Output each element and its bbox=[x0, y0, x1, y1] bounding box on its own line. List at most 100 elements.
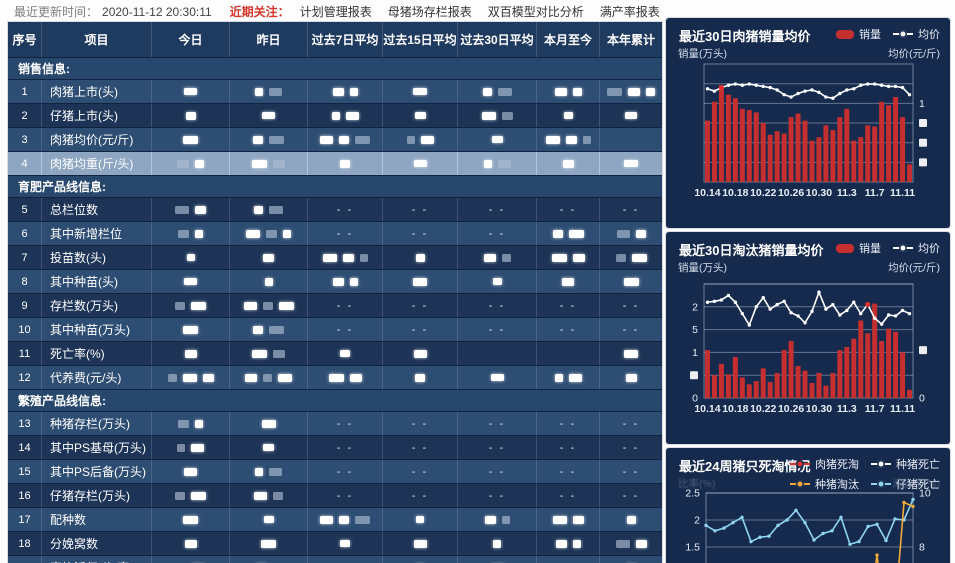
table-cell bbox=[600, 246, 662, 269]
row-index: 6 bbox=[8, 222, 42, 245]
table-cell bbox=[537, 270, 600, 293]
redacted-value bbox=[340, 159, 350, 168]
table-row[interactable]: 11 死亡率(%) bbox=[8, 342, 662, 366]
legend-item[interactable]: 仔猪死亡 bbox=[871, 476, 940, 492]
row-item-label: 种猪存栏(万头) bbox=[42, 412, 152, 435]
legend-item[interactable]: 均价 bbox=[893, 240, 940, 256]
table-row[interactable]: 3 肉猪均价(元/斤) bbox=[8, 128, 662, 152]
topbar-link[interactable]: 双百模型对比分析 bbox=[487, 5, 584, 19]
table-cell: - - bbox=[383, 198, 458, 221]
column-header: 本年累计 bbox=[606, 33, 655, 47]
table-cell: - - bbox=[308, 294, 383, 317]
no-data-dash: - - bbox=[336, 417, 354, 430]
table-cell: - - bbox=[537, 460, 600, 483]
table-cell bbox=[600, 508, 662, 531]
column-header: 过去7日平均 bbox=[308, 22, 383, 57]
table-row[interactable]: 13 种猪存栏(万头) - - - - - - - - - - bbox=[8, 412, 662, 436]
redacted-value bbox=[483, 253, 496, 262]
redacted-value bbox=[552, 515, 567, 524]
redacted-value bbox=[416, 516, 424, 523]
redacted-value bbox=[184, 467, 197, 476]
table-cell bbox=[230, 80, 308, 103]
redacted-value bbox=[183, 135, 198, 144]
table-row[interactable]: 2 仔猪上市(头) bbox=[8, 104, 662, 128]
legend-item[interactable]: 肉猪死淘 bbox=[790, 456, 859, 472]
table-cell bbox=[458, 532, 537, 555]
table-row[interactable]: 14 其中PS基母(万头) - - - - - - - - - - bbox=[8, 436, 662, 460]
table-row[interactable]: 10 其中种苗(万头) - - - - - - - - - - bbox=[8, 318, 662, 342]
redacted-value bbox=[178, 419, 189, 428]
table-cell bbox=[600, 556, 662, 563]
table-cell bbox=[308, 508, 383, 531]
no-data-dash: - - bbox=[336, 323, 354, 336]
table-row[interactable]: 9 存栏数(万头) - - - - - - - - - - bbox=[8, 294, 662, 318]
redacted-value bbox=[269, 467, 282, 476]
topbar-link[interactable]: 母猪场存栏报表 bbox=[387, 5, 472, 19]
svg-text:11.11: 11.11 bbox=[890, 403, 915, 415]
table-row[interactable]: 1 肉猪上市(头) bbox=[8, 80, 662, 104]
section-label: 销售信息: bbox=[18, 62, 70, 76]
table-row[interactable]: 5 总栏位数 - - - - - - - - - - bbox=[8, 198, 662, 222]
table-cell: - - bbox=[537, 198, 600, 221]
redacted-value bbox=[414, 112, 426, 119]
legend-item[interactable]: 种猪死亡 bbox=[871, 456, 940, 472]
svg-text:1: 1 bbox=[919, 98, 925, 110]
column-header: 昨日 bbox=[230, 22, 308, 57]
topbar-link[interactable]: 计划管理报表 bbox=[299, 5, 372, 19]
legend-label: 仔猪死亡 bbox=[896, 479, 940, 491]
table-row[interactable]: 12 代养费(元/头) bbox=[8, 366, 662, 390]
row-index: 5 bbox=[8, 198, 42, 221]
redacted-value bbox=[342, 253, 354, 262]
redacted-value bbox=[413, 349, 427, 358]
redacted-value bbox=[202, 373, 214, 382]
redacted-value bbox=[175, 491, 185, 500]
table-row[interactable]: 4 肉猪均重(斤/头) bbox=[8, 152, 662, 176]
redacted-value bbox=[568, 229, 584, 238]
legend-label: 种猪死亡 bbox=[896, 459, 940, 471]
update-time-value: 2020-11-12 20:30:11 bbox=[102, 4, 212, 19]
table-row[interactable]: 18 分娩窝数 bbox=[8, 532, 662, 556]
legend-item[interactable]: 销量 bbox=[836, 240, 881, 256]
table-cell bbox=[537, 152, 600, 175]
table-cell bbox=[152, 342, 230, 365]
svg-text:10.26: 10.26 bbox=[778, 187, 804, 199]
redacted-value bbox=[340, 350, 350, 357]
table-row[interactable]: 15 其中PS后备(万头) - - - - - - - - - - bbox=[8, 460, 662, 484]
table-cell bbox=[383, 80, 458, 103]
redacted-value bbox=[253, 325, 263, 334]
legend-item[interactable]: 均价 bbox=[893, 26, 940, 42]
table-row[interactable]: 16 仔猪存栏(万头) - - - - - - - - - - bbox=[8, 484, 662, 508]
topbar-link[interactable]: 满产率报表 bbox=[599, 5, 660, 19]
table-row[interactable]: 17 配种数 bbox=[8, 508, 662, 532]
table-row[interactable]: 19窝均活仔(头/窝) bbox=[8, 556, 662, 563]
redacted-value bbox=[568, 373, 582, 382]
table-cell bbox=[600, 152, 662, 175]
row-index: 10 bbox=[8, 318, 42, 341]
no-data-dash: - - bbox=[559, 465, 577, 478]
legend-item[interactable]: 种猪淘汰 bbox=[790, 476, 859, 492]
table-cell: - - bbox=[458, 436, 537, 459]
redacted-value bbox=[332, 277, 344, 286]
redacted-value bbox=[263, 373, 272, 382]
redacted-value bbox=[415, 373, 425, 382]
table-row[interactable]: 6 其中新增栏位 - - - - - - bbox=[8, 222, 662, 246]
redacted-value bbox=[349, 277, 358, 286]
redacted-value bbox=[252, 349, 267, 358]
row-item-label: 其中新增栏位 bbox=[42, 222, 152, 245]
no-data-dash: - - bbox=[336, 489, 354, 502]
redacted-value bbox=[195, 205, 206, 214]
table-cell bbox=[152, 128, 230, 151]
redacted-value bbox=[635, 229, 646, 238]
redacted-value bbox=[195, 419, 203, 428]
table-row[interactable]: 7 投苗数(头) bbox=[8, 246, 662, 270]
table-cell bbox=[383, 366, 458, 389]
row-item-label: 配种数 bbox=[42, 508, 152, 531]
redacted-value bbox=[269, 325, 284, 334]
legend-item[interactable]: 销量 bbox=[836, 26, 881, 42]
row-index: 17 bbox=[8, 508, 42, 531]
table-cell: - - bbox=[308, 436, 383, 459]
table-row[interactable]: 8 其中种苗(头) bbox=[8, 270, 662, 294]
row-item-label: 仔猪上市(头) bbox=[42, 104, 152, 127]
redacted-value bbox=[349, 373, 362, 382]
redacted-value bbox=[269, 135, 284, 144]
